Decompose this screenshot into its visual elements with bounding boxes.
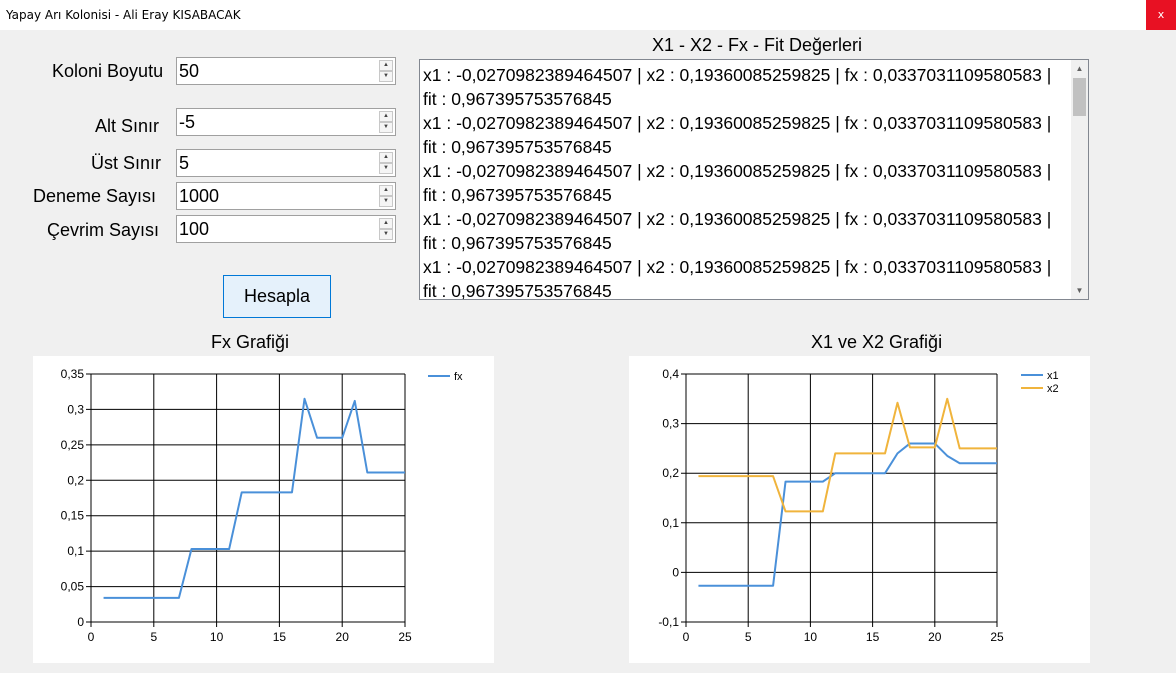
cycle-count-label: Çevrim Sayısı [47, 220, 160, 240]
lower-bound-input[interactable]: -5 ▲ ▼ [176, 108, 396, 136]
x-tick-label: 25 [990, 630, 1004, 644]
x1x2-chart-title: X1 ve X2 Grafiği [811, 332, 943, 352]
y-tick-label: 0,1 [67, 544, 84, 558]
legend-label: fx [454, 371, 463, 383]
chevron-up-icon[interactable]: ▲ [379, 152, 393, 163]
series-line-fx [103, 397, 405, 599]
result-line: fit : 0,967395753576845 [423, 137, 612, 157]
x-tick-label: 20 [928, 630, 942, 644]
y-tick-label: 0,25 [61, 438, 85, 452]
x-tick-label: 15 [273, 630, 287, 644]
chevron-down-icon[interactable]: ▼ [379, 196, 393, 207]
cycle-count-input[interactable]: 100 ▲ ▼ [176, 215, 396, 243]
results-list[interactable]: x1 : -0,0270982389464507 | x2 : 0,193600… [419, 59, 1089, 300]
result-line: x1 : -0,0270982389464507 | x2 : 0,193600… [423, 257, 1052, 277]
y-tick-label: 0 [672, 565, 679, 579]
series-line-x1 [698, 442, 997, 587]
upper-bound-input[interactable]: 5 ▲ ▼ [176, 149, 396, 177]
result-line: x1 : -0,0270982389464507 | x2 : 0,193600… [423, 209, 1052, 229]
fx-chart-panel: 0 5 10 15 20 25 0 0,05 0,1 0,15 0,2 0,25 0,3 0,35 fx [33, 356, 494, 663]
close-button[interactable]: x [1146, 0, 1176, 30]
trial-count-input[interactable]: 1000 ▲ ▼ [176, 182, 396, 210]
x-tick-label: 5 [150, 630, 157, 644]
y-tick-label: 0,3 [662, 417, 679, 431]
results-title: X1 - X2 - Fx - Fit Değerleri [652, 35, 863, 55]
trial-count-stepper[interactable]: ▲ ▼ [379, 185, 393, 207]
y-tick-label: 0,2 [67, 473, 84, 487]
result-line: fit : 0,967395753576845 [423, 233, 612, 253]
x-tick-label: 20 [336, 630, 350, 644]
y-tick-label: 0,05 [61, 580, 85, 594]
chevron-up-icon[interactable]: ▲ [379, 60, 393, 71]
x-tick-label: 10 [210, 630, 224, 644]
x-tick-label: 0 [683, 630, 690, 644]
window-title: Yapay Arı Kolonisi - Ali Eray KISABACAK [6, 8, 241, 22]
scroll-down-icon[interactable]: ▼ [1075, 286, 1084, 295]
lower-bound-value: -5 [179, 112, 196, 132]
upper-bound-value: 5 [179, 153, 190, 173]
result-line: x1 : -0,0270982389464507 | x2 : 0,193600… [423, 65, 1052, 85]
fx-chart: 0 5 10 15 20 25 0 0,05 0,1 0,15 0,2 0,25 0,3 0,35 fx [61, 367, 463, 644]
x1x2-chart-panel: 0 5 10 15 20 25 -0,1 0 0,1 0,2 0,3 0,4 x1 x2 [629, 356, 1090, 663]
x-tick-label: 10 [804, 630, 818, 644]
calculate-button[interactable]: Hesapla [223, 275, 331, 318]
colony-size-stepper[interactable]: ▲ ▼ [379, 60, 393, 82]
chevron-up-icon[interactable]: ▲ [379, 218, 393, 229]
chevron-down-icon[interactable]: ▼ [379, 122, 393, 133]
result-line: fit : 0,967395753576845 [423, 281, 612, 300]
y-tick-label: 0 [77, 615, 84, 629]
chevron-up-icon[interactable]: ▲ [379, 185, 393, 196]
cycle-count-value: 100 [179, 219, 210, 239]
result-line: fit : 0,967395753576845 [423, 185, 612, 205]
result-line: x1 : -0,0270982389464507 | x2 : 0,193600… [423, 113, 1052, 133]
chevron-down-icon[interactable]: ▼ [379, 71, 393, 82]
result-line: fit : 0,967395753576845 [423, 89, 612, 109]
y-tick-label: 0,1 [662, 516, 679, 530]
x-tick-label: 25 [398, 630, 412, 644]
scroll-up-icon[interactable]: ▲ [1075, 64, 1084, 73]
trial-count-label: Deneme Sayısı [33, 186, 157, 206]
title-bar: Yapay Arı Kolonisi - Ali Eray KISABACAK … [0, 0, 1176, 30]
x-tick-label: 0 [88, 630, 95, 644]
results-lines: x1 : -0,0270982389464507 | x2 : 0,193600… [423, 63, 1071, 300]
upper-bound-stepper[interactable]: ▲ ▼ [379, 152, 393, 174]
results-scrollbar[interactable]: ▲ ▼ [1071, 60, 1088, 299]
chevron-down-icon[interactable]: ▼ [379, 229, 393, 240]
result-line: x1 : -0,0270982389464507 | x2 : 0,193600… [423, 161, 1052, 181]
y-tick-label: 0,4 [662, 367, 679, 381]
colony-size-label: Koloni Boyutu [52, 61, 164, 81]
lower-bound-stepper[interactable]: ▲ ▼ [379, 111, 393, 133]
fx-chart-title: Fx Grafiği [211, 332, 290, 352]
y-tick-label: 0,3 [67, 402, 84, 416]
y-tick-label: -0,1 [658, 615, 679, 629]
y-tick-label: 0,2 [662, 466, 679, 480]
lower-bound-label: Alt Sınır [95, 116, 160, 136]
trial-count-value: 1000 [179, 186, 220, 206]
legend-label: x2 [1047, 383, 1059, 395]
y-tick-label: 0,15 [61, 509, 85, 523]
y-tick-label: 0,35 [61, 367, 85, 381]
scroll-thumb[interactable] [1073, 78, 1086, 116]
series-line-x2 [698, 397, 997, 513]
upper-bound-label: Üst Sınır [91, 153, 162, 173]
chevron-down-icon[interactable]: ▼ [379, 163, 393, 174]
colony-size-value: 50 [179, 61, 200, 81]
cycle-count-stepper[interactable]: ▲ ▼ [379, 218, 393, 240]
x-tick-label: 15 [866, 630, 880, 644]
legend-label: x1 [1047, 370, 1059, 382]
x-tick-label: 5 [745, 630, 752, 644]
chevron-up-icon[interactable]: ▲ [379, 111, 393, 122]
colony-size-input[interactable]: 50 ▲ ▼ [176, 57, 396, 85]
